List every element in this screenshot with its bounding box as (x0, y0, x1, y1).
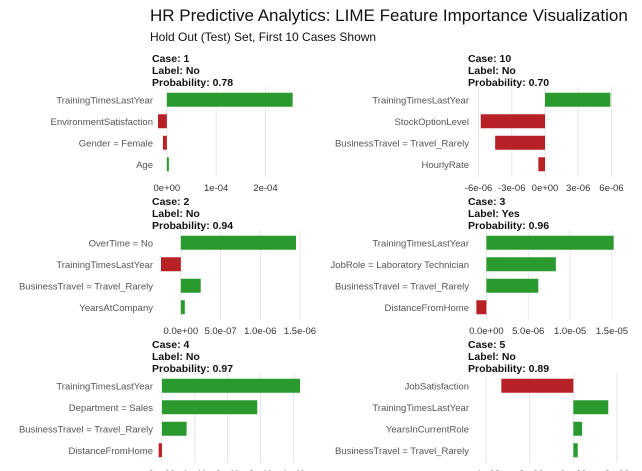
feature-label: EnvironmentSatisfaction (51, 117, 153, 128)
feature-label: JobSatisfaction (405, 381, 469, 392)
x-tick-label: 6e-06 (599, 183, 623, 194)
feature-bar (161, 378, 300, 393)
chart-title: HR Predictive Analytics: LIME Feature Im… (150, 6, 628, 25)
feature-label: BusinessTravel = Travel_Rarely (335, 281, 469, 292)
panel-case: Case: 1 (152, 53, 190, 65)
feature-label: BusinessTravel = Travel_Rarely (335, 138, 469, 149)
panel-case: Case: 2 (152, 196, 190, 208)
feature-bar (166, 92, 293, 107)
x-tick-label: 2e-04 (253, 183, 277, 194)
feature-label: TrainingTimesLastYear (372, 403, 469, 414)
feature-bar (486, 257, 556, 272)
feature-label: JobRole = Laboratory Technician (331, 260, 469, 271)
x-tick-label: 0.0e+00 (469, 326, 504, 337)
feature-bar (160, 257, 181, 272)
feature-bar (501, 378, 574, 393)
x-tick-label: 5.0e-06 (512, 326, 544, 337)
x-tick-label: 0.0e+00 (164, 326, 199, 337)
feature-bar (538, 157, 545, 172)
feature-bar (161, 400, 258, 415)
feature-label: DistanceFromHome (385, 303, 469, 314)
feature-bar (480, 114, 545, 129)
feature-label: TrainingTimesLastYear (56, 260, 153, 271)
feature-bar (486, 235, 614, 250)
feature-label: Age (136, 160, 153, 171)
x-tick-label: -6e-06 (465, 183, 492, 194)
panel-label: Label: No (152, 351, 200, 363)
feature-bar (486, 278, 539, 293)
x-tick-label: 3e-06 (566, 183, 590, 194)
feature-bar (180, 278, 201, 293)
x-tick-label: 0e+00 (154, 183, 181, 194)
panel-case: Case: 10 (468, 53, 511, 65)
panel-probability: Probability: 0.89 (468, 363, 549, 375)
feature-bar (573, 443, 578, 458)
feature-label: Gender = Female (79, 138, 153, 149)
feature-label: BusinessTravel = Travel_Rarely (19, 424, 153, 435)
x-tick-label: 1.0e-05 (554, 326, 586, 337)
x-tick-label: -3e-06 (498, 183, 525, 194)
x-tick-label: 1e-11 (183, 469, 207, 471)
x-tick-label: 1e-04 (204, 183, 228, 194)
x-tick-label: 1.5e-05 (596, 326, 628, 337)
panel-probability: Probability: 0.97 (152, 363, 233, 375)
panel-label: Label: No (152, 208, 200, 220)
feature-label: OverTime = No (89, 238, 153, 249)
feature-label: Department = Sales (69, 403, 153, 414)
feature-bar (476, 300, 487, 315)
feature-label: YearsAtCompany (79, 303, 153, 314)
feature-label: TrainingTimesLastYear (56, 95, 153, 106)
feature-bar (495, 135, 545, 150)
x-tick-label: 2e-11 (216, 469, 240, 471)
x-tick-label: 3e-11 (249, 469, 273, 471)
x-tick-label: 0e+00 (149, 469, 176, 471)
feature-bar (161, 421, 187, 436)
panel-case: Case: 4 (152, 339, 190, 351)
panel-label: Label: Yes (468, 208, 520, 220)
x-tick-label: 0e+00 (560, 469, 587, 471)
feature-bar (157, 114, 167, 129)
feature-label: HourlyRate (421, 160, 469, 171)
x-tick-label: 1.5e-06 (284, 326, 316, 337)
panel-probability: Probability: 0.96 (468, 220, 549, 232)
feature-bar (180, 235, 297, 250)
panel-probability: Probability: 0.78 (152, 77, 233, 89)
feature-label: StockOptionLevel (395, 117, 469, 128)
x-tick-label: 4e-11 (282, 469, 306, 471)
x-tick-label: 5.0e-07 (204, 326, 236, 337)
feature-label: YearsInCurrentRole (386, 424, 469, 435)
panel-case: Case: 5 (468, 339, 506, 351)
feature-label: DistanceFromHome (69, 446, 153, 457)
feature-label: BusinessTravel = Travel_Rarely (335, 446, 469, 457)
panel-probability: Probability: 0.94 (152, 220, 233, 232)
feature-bar (158, 443, 162, 458)
x-tick-label: 2e-06 (605, 469, 629, 471)
panel-label: Label: No (468, 65, 516, 77)
panel-label: Label: No (468, 351, 516, 363)
feature-bar (573, 400, 609, 415)
x-tick-label: -2e-06 (516, 469, 543, 471)
feature-label: TrainingTimesLastYear (372, 238, 469, 249)
feature-label: BusinessTravel = Travel_Rarely (19, 281, 153, 292)
panel-case: Case: 3 (468, 196, 506, 208)
feature-bar (162, 135, 167, 150)
x-tick-label: -4e-06 (472, 469, 499, 471)
feature-bar (180, 300, 185, 315)
feature-bar (166, 157, 169, 172)
feature-bar (573, 421, 583, 436)
feature-label: TrainingTimesLastYear (372, 95, 469, 106)
panel-label: Label: No (152, 65, 200, 77)
panel-probability: Probability: 0.70 (468, 77, 549, 89)
feature-bar (545, 92, 611, 107)
x-tick-label: 1.0e-06 (244, 326, 276, 337)
chart-subtitle: Hold Out (Test) Set, First 10 Cases Show… (150, 30, 377, 44)
x-tick-label: 0e+00 (532, 183, 559, 194)
feature-label: TrainingTimesLastYear (56, 381, 153, 392)
